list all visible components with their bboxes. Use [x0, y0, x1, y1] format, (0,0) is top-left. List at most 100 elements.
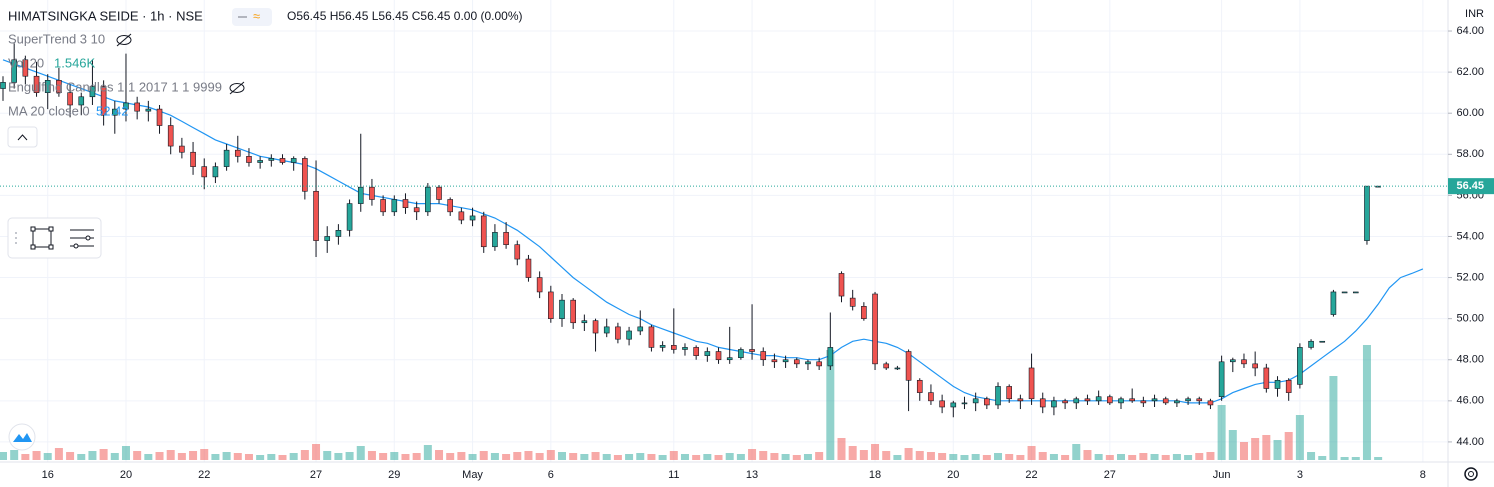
- volume-bar: [43, 453, 52, 460]
- candle-body: [693, 347, 699, 356]
- grip: [15, 242, 17, 244]
- candle-body: [1308, 340, 1314, 348]
- indicator-name[interactable]: Vol 20: [8, 55, 44, 70]
- candle-body: [1095, 396, 1102, 402]
- volume-bar: [513, 452, 522, 460]
- volume-bar: [1307, 452, 1316, 460]
- candle-body: [458, 211, 465, 221]
- candle-body: [1129, 398, 1135, 402]
- volume-bar: [1239, 442, 1248, 460]
- candle-body: [559, 299, 565, 319]
- hidden-eye-icon[interactable]: [116, 33, 132, 47]
- candle-body: [100, 86, 107, 116]
- volume-bar: [144, 454, 153, 460]
- candle-body: [1151, 398, 1158, 402]
- collapse-button[interactable]: [7, 126, 38, 148]
- candle-body: [179, 145, 185, 153]
- settings-icon[interactable]: [1464, 467, 1478, 481]
- candle-body: [11, 59, 17, 83]
- candle-body: [872, 293, 878, 365]
- volume-bar: [278, 455, 287, 460]
- volume-bar: [490, 453, 499, 460]
- volume-bar: [1217, 405, 1226, 460]
- candle-body: [972, 398, 979, 404]
- candle-body: [335, 230, 342, 237]
- compare-toggle[interactable]: [232, 8, 272, 26]
- volume-bar: [546, 450, 555, 460]
- candle-body: [1252, 363, 1258, 369]
- volume-bar: [110, 453, 119, 460]
- volume-bar: [1005, 454, 1014, 460]
- candle-body: [0, 82, 6, 89]
- candle-body: [939, 400, 945, 408]
- volume-bar: [88, 451, 97, 460]
- volume-bar: [379, 453, 388, 460]
- candle-body: [536, 277, 543, 293]
- indicator-name[interactable]: MA 20 close 0: [8, 103, 90, 118]
- candle-body: [290, 158, 297, 163]
- logo-ring: [8, 423, 36, 451]
- volume-bar: [166, 450, 175, 460]
- candle-body: [56, 80, 62, 93]
- volume-bar: [1374, 457, 1383, 460]
- candle-body: [883, 363, 890, 369]
- candle-body: [33, 75, 40, 93]
- volume-bar: [334, 453, 343, 460]
- volume-bar: [423, 445, 432, 460]
- candle-body: [1218, 361, 1225, 398]
- volume-bar: [300, 450, 309, 460]
- candle-body: [603, 326, 610, 334]
- x-tick-label: 20: [947, 469, 959, 481]
- volume-bar: [994, 453, 1003, 460]
- volume-bar: [99, 449, 108, 460]
- volume-bar: [658, 455, 667, 460]
- volume-bar: [1228, 430, 1237, 460]
- volume-bar: [938, 453, 947, 460]
- y-tick-label: 44.00: [1456, 436, 1484, 448]
- x-tick-label: 27: [310, 469, 322, 481]
- candle-body: [995, 386, 1001, 406]
- candle-body: [67, 92, 73, 106]
- legend: HIMATSINGKA SEIDE · 1h · NSE ≈ O56.45 H5…: [7, 8, 523, 148]
- candle-body: [167, 125, 174, 147]
- y-tick-label: 60.00: [1456, 107, 1484, 119]
- candle-body: [592, 320, 599, 334]
- lines-tool[interactable]: [70, 229, 94, 249]
- candle-body: [1006, 386, 1013, 400]
- x-tick-label: 18: [869, 469, 881, 481]
- x-tick-label: May: [462, 469, 483, 481]
- indicator-name[interactable]: SuperTrend 3 10: [8, 31, 105, 46]
- candle-body: [615, 326, 621, 340]
- volume-bar: [244, 454, 253, 460]
- volume-bar: [1351, 457, 1360, 460]
- currency-label: INR: [1465, 8, 1484, 20]
- candle-body: [670, 345, 677, 350]
- volume-bar: [915, 451, 924, 460]
- candle-body: [123, 102, 129, 110]
- indicator-name[interactable]: Engulfing Candles 1 1 2017 1 1 9999: [8, 79, 222, 94]
- volume-bar: [803, 454, 812, 460]
- volume-bar: [10, 450, 19, 460]
- rectangle-tool[interactable]: [30, 226, 54, 250]
- candle-body: [1274, 379, 1281, 389]
- volume-bar: [189, 451, 198, 460]
- volume-bar: [1318, 456, 1327, 460]
- volume-bar: [479, 451, 488, 460]
- hidden-eye-icon[interactable]: [229, 81, 245, 95]
- volume-bar: [133, 451, 142, 460]
- volume-bar: [200, 449, 209, 460]
- indicator-value: 52.42: [96, 103, 129, 118]
- candle-body: [480, 215, 487, 248]
- volume-bar: [759, 451, 768, 460]
- volume-bar: [692, 455, 701, 460]
- candle-body: [1230, 359, 1236, 363]
- volume-bar: [222, 452, 231, 460]
- x-tick-label: 29: [388, 469, 400, 481]
- volume-bar: [792, 455, 801, 460]
- volume-bar: [882, 451, 891, 460]
- volume-bar: [1329, 376, 1338, 460]
- volume-bar: [468, 454, 477, 460]
- volume-bar: [1172, 454, 1181, 460]
- volume-bar: [1251, 438, 1260, 460]
- candle-body: [156, 108, 163, 126]
